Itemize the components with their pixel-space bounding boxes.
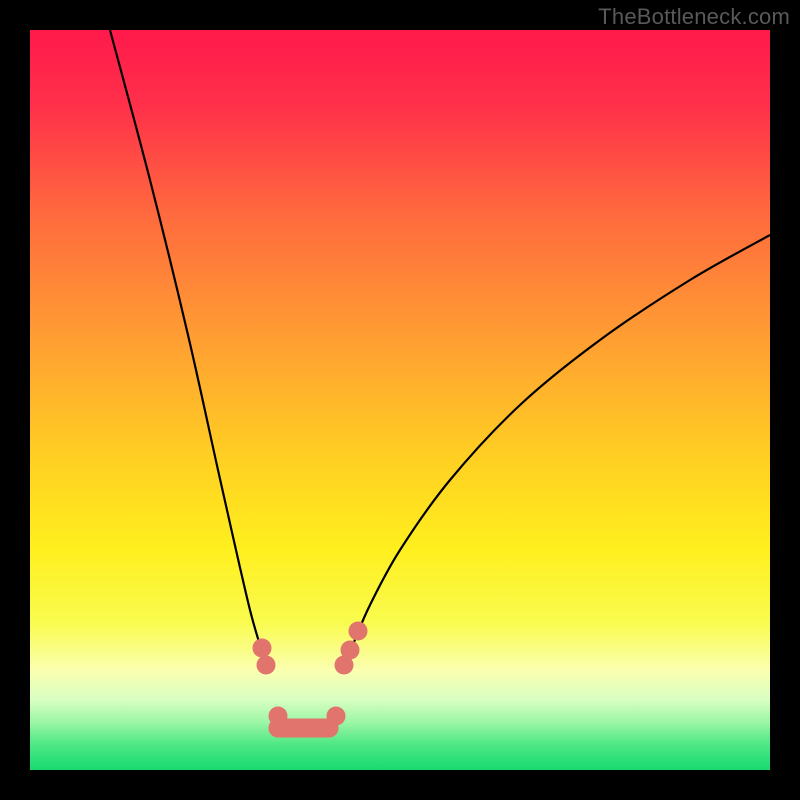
data-marker — [327, 707, 346, 726]
data-marker — [257, 656, 276, 675]
right-curve — [344, 235, 770, 665]
data-marker — [269, 719, 288, 738]
data-marker — [341, 641, 360, 660]
watermark-text: TheBottleneck.com — [598, 4, 790, 30]
plot-area — [30, 30, 770, 770]
outer-frame: TheBottleneck.com — [0, 0, 800, 800]
curve-layer — [30, 30, 770, 770]
data-marker — [253, 639, 272, 658]
data-marker — [349, 622, 368, 641]
left-curve — [110, 30, 266, 665]
